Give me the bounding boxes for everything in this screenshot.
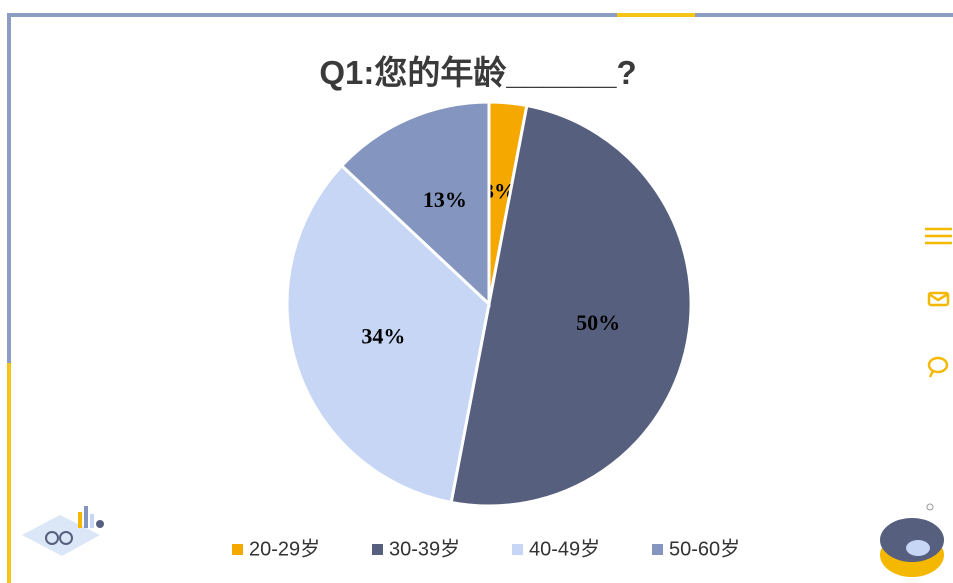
pie-slice [339, 100, 491, 308]
legend-label: 30-39岁 [389, 537, 460, 560]
donut-decoration [880, 503, 944, 577]
legend-label: 20-29岁 [249, 537, 320, 560]
legend: 20-29岁 30-39岁 40-49岁 50-60岁 [232, 537, 740, 560]
pie-slice [285, 163, 491, 505]
left-border [7, 13, 11, 363]
legend-label: 50-60岁 [669, 537, 740, 560]
legend-swatch [652, 544, 663, 555]
chart-title: Q1:您的年龄______? [319, 54, 636, 91]
side-icons [925, 227, 952, 378]
legend-label: 40-49岁 [529, 537, 600, 560]
legend-swatch [372, 544, 383, 555]
value-label: 50% [576, 310, 620, 335]
pie-slice [449, 103, 693, 508]
top-accent [617, 13, 695, 17]
value-label: 34% [361, 323, 405, 348]
pie: 3%50%34%13% [285, 100, 693, 508]
left-accent [7, 363, 11, 583]
legend-swatch [512, 544, 523, 555]
illustration [22, 506, 104, 556]
legend-swatch [232, 544, 243, 555]
value-label: 13% [423, 187, 467, 212]
top-border [10, 13, 953, 17]
